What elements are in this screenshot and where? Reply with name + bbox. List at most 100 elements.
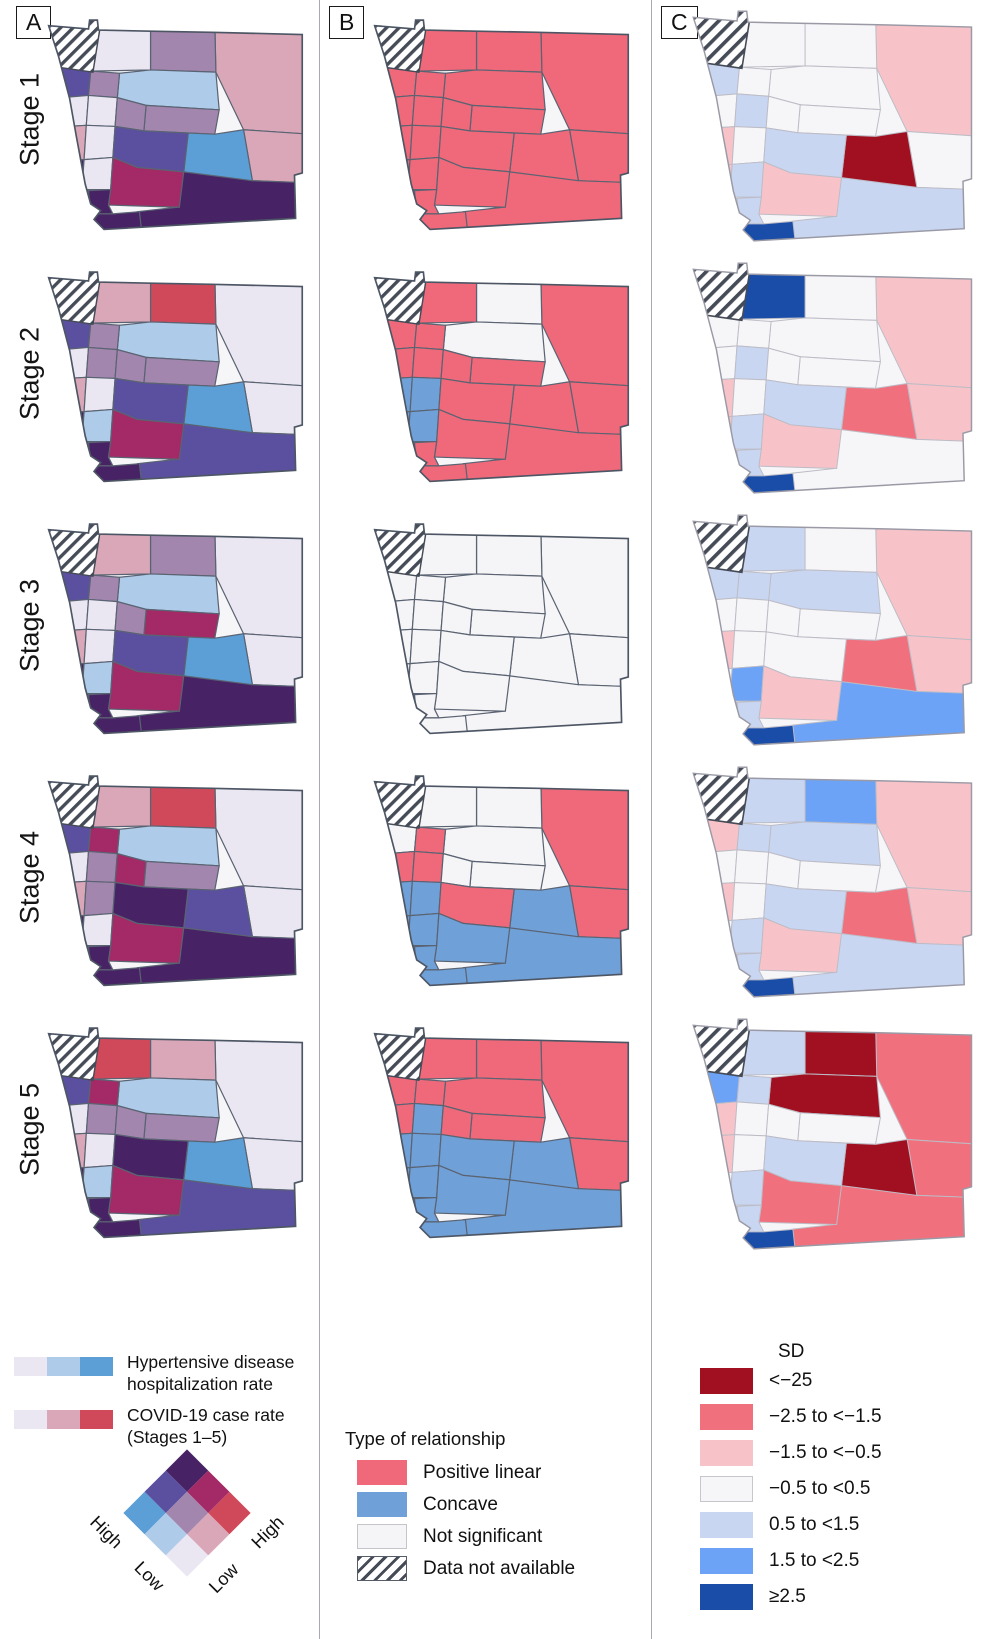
region-sdbay bbox=[65, 694, 92, 719]
region-cuyamaca bbox=[841, 887, 918, 944]
region-sanmarcos bbox=[411, 346, 444, 380]
region-kearny bbox=[81, 156, 114, 191]
region-lajolla bbox=[382, 411, 411, 445]
map-panel-a-stage-1 bbox=[42, 10, 310, 234]
covid-ramp-label: COVID-19 case rate (Stages 1–5) bbox=[127, 1405, 285, 1447]
concave-swatch bbox=[357, 1492, 407, 1517]
map-panel-b-stage-2 bbox=[368, 262, 636, 486]
region-lajolla bbox=[56, 159, 85, 193]
region-fallbrook bbox=[416, 20, 478, 72]
stage-label-2: Stage 2 bbox=[14, 326, 45, 421]
region-outline bbox=[692, 262, 973, 494]
region-sdbay bbox=[391, 946, 418, 971]
region-kearny bbox=[407, 1164, 440, 1199]
sd-label-6: 1.5 to <2.5 bbox=[769, 1550, 860, 1571]
region-sanmarcos bbox=[85, 346, 118, 380]
region-cuyamaca bbox=[841, 131, 918, 188]
stage-label-4: Stage 4 bbox=[14, 830, 45, 925]
region-cuyamaca bbox=[183, 633, 254, 686]
sd-swatch-blue bbox=[700, 1548, 753, 1574]
region-cuyamaca bbox=[509, 633, 580, 686]
region-vista bbox=[413, 322, 447, 351]
region-sdbay bbox=[391, 442, 418, 467]
region-ramona bbox=[797, 1112, 881, 1145]
region-sanmarcos bbox=[734, 849, 770, 885]
region-sdbay bbox=[65, 190, 92, 215]
region-kearny bbox=[729, 665, 765, 702]
region-sdbay bbox=[712, 701, 740, 729]
region-sdbay bbox=[712, 953, 740, 981]
region-sanmarcos bbox=[85, 1102, 118, 1136]
region-lajolla bbox=[56, 663, 85, 697]
relationship-legend-title: Type of relationship bbox=[345, 1428, 506, 1449]
region-eaststrip bbox=[568, 1137, 629, 1192]
not-significant-swatch bbox=[357, 1524, 407, 1549]
region-palomar bbox=[475, 20, 543, 73]
sd-item-3: −1.5 to <−0.5 bbox=[700, 1440, 882, 1466]
region-sdbay bbox=[65, 946, 92, 971]
region-sdbay bbox=[65, 442, 92, 467]
region-ramona bbox=[143, 860, 220, 891]
legend-item-data-not-available: Data not available bbox=[357, 1556, 575, 1581]
region-eaststrip bbox=[906, 635, 972, 695]
legend-covid-ramp: COVID-19 case rate (Stages 1–5) bbox=[14, 1405, 327, 1448]
region-outline bbox=[47, 1027, 304, 1239]
region-cuyamaca bbox=[183, 885, 254, 938]
region-ramona bbox=[143, 608, 220, 639]
region-sanmarcos bbox=[411, 94, 444, 128]
region-pendleton bbox=[693, 263, 753, 322]
map-panel-a-stage-3 bbox=[42, 514, 310, 738]
region-lajolla bbox=[56, 411, 85, 445]
region-kearny bbox=[729, 161, 765, 198]
region-palomar bbox=[475, 1028, 543, 1081]
region-lajolla bbox=[702, 415, 733, 453]
region-sdbay bbox=[391, 190, 418, 215]
region-carlsbad bbox=[48, 850, 90, 885]
region-delmar bbox=[50, 1132, 87, 1171]
region-delmar bbox=[695, 1134, 736, 1176]
region-sdbay bbox=[65, 1198, 92, 1223]
region-cuyamaca bbox=[509, 885, 580, 938]
blue-ramp-swatches bbox=[14, 1357, 113, 1376]
region-vista bbox=[736, 1074, 772, 1105]
region-fallbrook bbox=[416, 272, 478, 324]
red-ramp-swatches bbox=[14, 1410, 113, 1429]
region-palomar bbox=[804, 263, 878, 321]
region-carlsbad bbox=[374, 346, 416, 381]
not-significant-label: Not significant bbox=[423, 1525, 543, 1547]
map-panel-a-stage-5 bbox=[42, 1018, 310, 1242]
legend-item-not-significant: Not significant bbox=[357, 1524, 542, 1549]
region-outline bbox=[692, 514, 973, 746]
region-outline bbox=[47, 19, 304, 231]
region-lajolla bbox=[382, 1167, 411, 1201]
region-cuyamaca bbox=[509, 381, 580, 434]
region-sdbay bbox=[712, 197, 740, 225]
region-eaststrip bbox=[906, 383, 972, 443]
region-palomar bbox=[149, 1028, 217, 1081]
region-carlsbad bbox=[693, 1101, 738, 1138]
map-panel-c-stage-4 bbox=[686, 756, 980, 1002]
stage-label-1: Stage 1 bbox=[14, 72, 45, 167]
region-outline bbox=[692, 10, 973, 242]
region-kearny bbox=[729, 917, 765, 954]
region-eaststrip bbox=[242, 1137, 303, 1192]
region-delmar bbox=[50, 124, 87, 163]
map-panel-b-stage-4 bbox=[368, 766, 636, 990]
region-vista bbox=[736, 822, 772, 853]
positive-linear-swatch bbox=[357, 1460, 407, 1485]
region-kearny bbox=[729, 1169, 765, 1206]
sd-item-4: −0.5 to <0.5 bbox=[700, 1476, 870, 1502]
region-carlsbad bbox=[693, 849, 738, 886]
region-sdbay bbox=[391, 1198, 418, 1223]
concave-label: Concave bbox=[423, 1493, 498, 1515]
region-poway bbox=[731, 1134, 767, 1173]
ramp-swatch bbox=[47, 1410, 80, 1429]
region-outline bbox=[47, 523, 304, 735]
region-poway bbox=[409, 880, 442, 917]
map-panel-b-stage-1 bbox=[368, 10, 636, 234]
region-fallbrook bbox=[90, 20, 152, 72]
region-sanmarcos bbox=[411, 1102, 444, 1136]
region-fallbrook bbox=[738, 11, 806, 68]
region-lajolla bbox=[702, 667, 733, 705]
region-sanmarcos bbox=[85, 94, 118, 128]
